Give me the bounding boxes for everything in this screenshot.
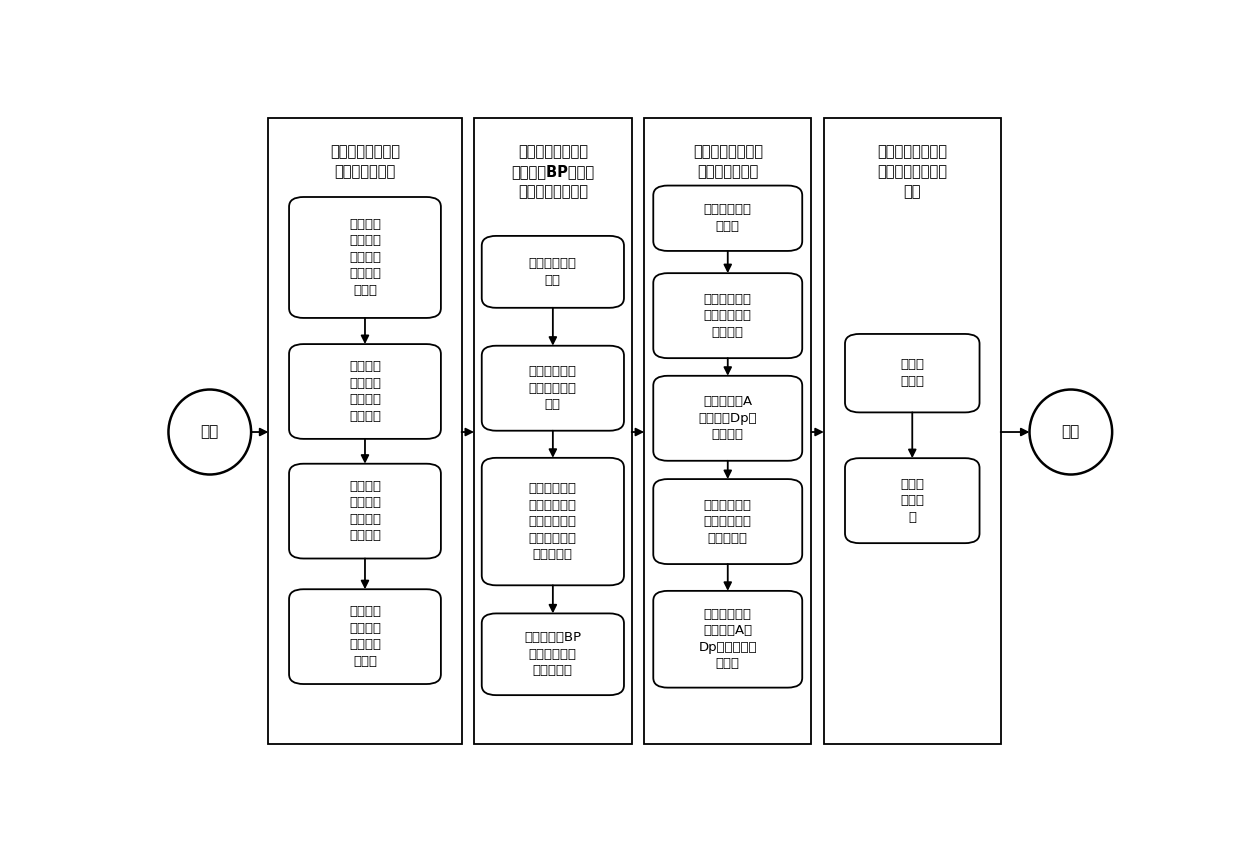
Text: 开始: 开始 [201,424,219,440]
Text: 结束: 结束 [1061,424,1080,440]
FancyBboxPatch shape [289,464,441,559]
Text: 构建葡萄串多维特
征向量和BP神经网
络提取主果梗区域: 构建葡萄串多维特 征向量和BP神经网 络提取主果梗区域 [511,144,594,200]
FancyBboxPatch shape [653,376,802,461]
Ellipse shape [1029,390,1112,475]
FancyBboxPatch shape [481,236,624,308]
Text: 根据像素梯度
计算边缘梯度
方向分布: 根据像素梯度 计算边缘梯度 方向分布 [704,293,751,339]
Bar [474,118,631,744]
FancyBboxPatch shape [481,614,624,695]
FancyBboxPatch shape [289,589,441,684]
Text: 双目视
觉标定: 双目视 觉标定 [900,358,924,388]
FancyBboxPatch shape [653,591,802,688]
FancyBboxPatch shape [653,479,802,564]
FancyBboxPatch shape [653,186,802,251]
Bar [823,118,1001,744]
FancyBboxPatch shape [653,273,802,358]
FancyBboxPatch shape [844,458,980,543]
Bar [268,118,461,744]
Text: 采用多自
由度支架
构建双目
视觉平台: 采用多自 由度支架 构建双目 视觉平台 [348,360,381,423]
Text: 根据边缘梯度
方向计算主果
梗直径分布: 根据边缘梯度 方向计算主果 梗直径分布 [704,498,751,544]
FancyBboxPatch shape [289,197,441,318]
Text: 根据串类
水果分拣
机器人计
算视觉硬
件参数: 根据串类 水果分拣 机器人计 算视觉硬 件参数 [348,218,381,297]
Text: 抓取点
坐标转
换: 抓取点 坐标转 换 [900,478,924,524]
FancyBboxPatch shape [481,458,624,585]
FancyBboxPatch shape [844,334,980,413]
Text: 根据主果梗直
径分布、A和
Dp的位置计算
抓取点: 根据主果梗直 径分布、A和 Dp的位置计算 抓取点 [698,608,758,671]
Text: 边缘轮廓提取
并采样: 边缘轮廓提取 并采样 [704,204,751,233]
Text: 基于双目视觉的图
像获取与预处理: 基于双目视觉的图 像获取与预处理 [330,144,401,179]
FancyBboxPatch shape [289,344,441,439]
Text: 构建区域描述
子和多维特征
向量: 构建区域描述 子和多维特征 向量 [528,365,577,411]
Bar [644,118,811,744]
Text: 主果梗节点A
和采摘端Dp的
位置计算: 主果梗节点A 和采摘端Dp的 位置计算 [698,396,758,441]
Text: 采用提出的葡
萄串多特征主
信息提取方法
降维和解耦多
维特征向量: 采用提出的葡 萄串多特征主 信息提取方法 降维和解耦多 维特征向量 [528,482,577,561]
Text: 漫反射光
源对射安
置的照射
方式设计: 漫反射光 源对射安 置的照射 方式设计 [348,480,381,543]
Text: 采用阈值
分割获取
葡萄串二
值图像: 采用阈值 分割获取 葡萄串二 值图像 [348,605,381,668]
Text: 构建葡萄串区
域集: 构建葡萄串区 域集 [528,257,577,287]
Text: 采用双目标定获取
抓取点的空间三维
坐标: 采用双目标定获取 抓取点的空间三维 坐标 [877,144,947,200]
FancyBboxPatch shape [481,346,624,430]
Ellipse shape [169,390,250,475]
Text: 采用梯度方向轮廓
分析定位抓取点: 采用梯度方向轮廓 分析定位抓取点 [693,144,763,179]
Text: 采用构建的BP
神经网络提取
主果梗区域: 采用构建的BP 神经网络提取 主果梗区域 [525,632,582,678]
